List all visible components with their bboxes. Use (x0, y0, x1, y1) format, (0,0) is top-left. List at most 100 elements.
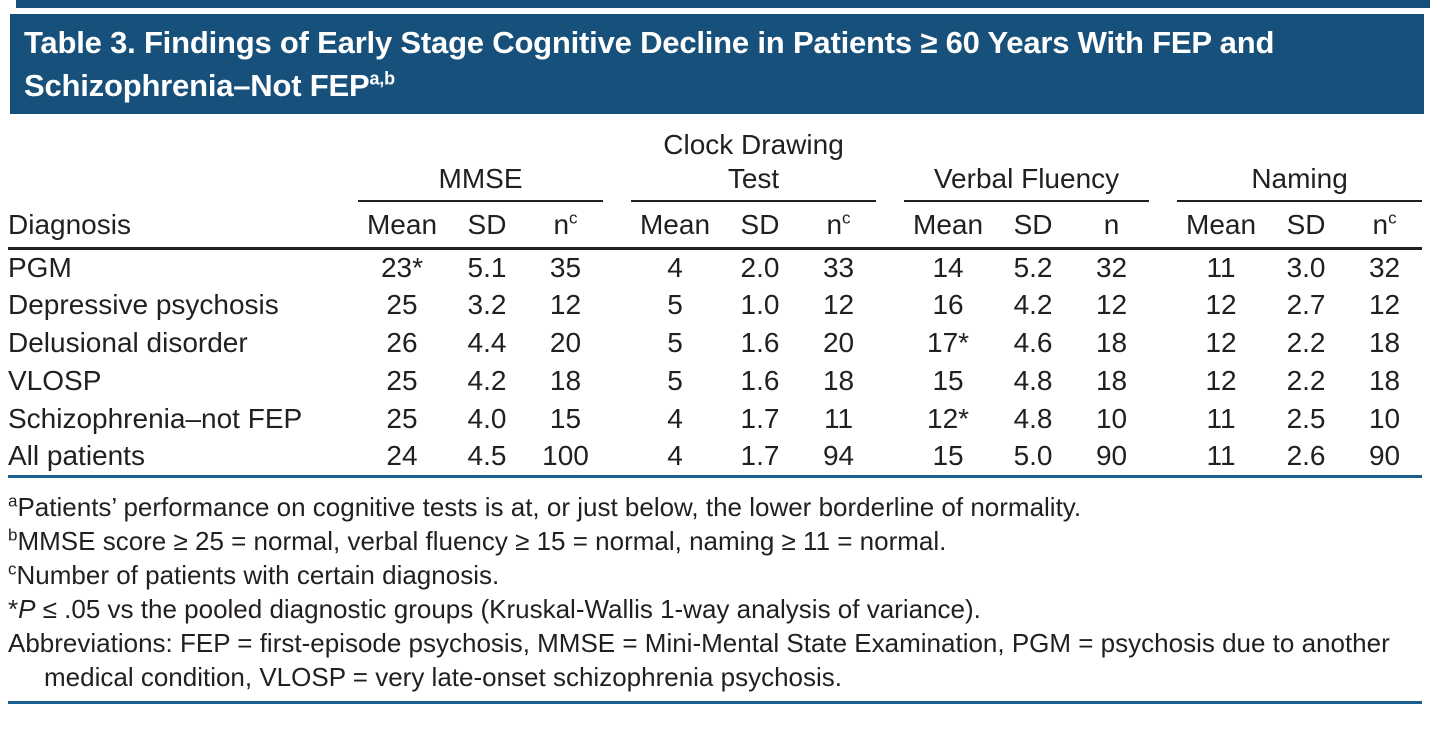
value-cell: 25 (386, 403, 418, 434)
value-cell: 32 (1095, 251, 1128, 283)
row-separator (876, 248, 904, 286)
value-cell: 1.7 (740, 403, 780, 434)
row-separator (876, 362, 904, 400)
value-cell: 1.0 (740, 289, 780, 320)
column-header: SD (992, 201, 1075, 250)
table-row: Delusional disorder 26 4.4 20 5 1.6 20 17* 4.6 18… (8, 324, 1422, 362)
table-row: Schizophrenia–not FEP 25 4.0 15 4 1.7 11 12* 4.8… (8, 400, 1422, 438)
value-cell: 4.5 (446, 438, 528, 478)
value-cell: 17* (927, 327, 970, 358)
footnote: *P ≤ .05 vs the pooled diagnostic groups… (8, 594, 981, 624)
value-cell: 11 (1206, 251, 1236, 283)
value-cell: 11 (1206, 403, 1236, 434)
value-cell: 18 (1095, 365, 1128, 396)
column-header: Mean (904, 201, 993, 250)
table-title-superscript: a,b (369, 68, 395, 89)
column-group-header: Naming (1177, 122, 1423, 202)
group-header-row: MMSE Clock Drawing Test Verbal Fluency Namin… (8, 122, 1423, 202)
column-header-superscript: c (569, 208, 578, 228)
diagnosis-cell: All patients (8, 438, 358, 478)
value-cell: 90 (1074, 438, 1150, 478)
value-cell: 18 (1368, 327, 1401, 358)
value-cell: 4.2 (1013, 289, 1053, 320)
row-separator (1149, 362, 1177, 400)
row-separator (876, 400, 904, 438)
footnotes: aPatients’ performance on cognitive test… (8, 490, 1422, 694)
table-row: Depressive psychosis 25 3.2 12 5 1.0 12 16 4.2 12… (8, 286, 1422, 324)
value-cell: 20 (549, 327, 582, 358)
column-header: n (1074, 201, 1150, 250)
value-cell: 4.8 (1013, 403, 1053, 434)
corner-cell (8, 122, 358, 201)
footnote-marker: b (8, 525, 18, 545)
value-cell: 5.0 (992, 438, 1075, 478)
column-header-row: Diagnosis Mean SD nc Mean SD nc Mean SD n Mean SD nc (8, 201, 1423, 250)
table-row: VLOSP 25 4.2 18 5 1.6 18 15 4.8 18 12 2.2 18 (8, 362, 1422, 400)
value-cell: 35 (549, 251, 582, 283)
column-header: Mean (631, 201, 719, 250)
value-cell: 33 (822, 251, 855, 283)
value-cell: 10 (1368, 403, 1401, 434)
row-separator (1149, 324, 1177, 362)
column-separator (603, 201, 631, 250)
diagnosis-column-header: Diagnosis (8, 201, 358, 250)
value-cell: 4 (631, 438, 719, 478)
row-separator (1149, 286, 1177, 324)
column-header-superscript: c (842, 208, 851, 228)
column-header: SD (719, 201, 801, 250)
table-title: Table 3. Findings of Early Stage Cogniti… (24, 21, 1406, 107)
table-title-bar: Table 3. Findings of Early Stage Cogniti… (10, 14, 1424, 114)
table-header: MMSE Clock Drawing Test Verbal Fluency Namin… (8, 122, 1423, 250)
row-separator (1149, 438, 1178, 478)
value-cell: 4 (667, 403, 683, 434)
column-header-superscript: c (1388, 208, 1397, 228)
column-header: Mean (358, 201, 446, 250)
column-header: SD (446, 201, 528, 250)
value-cell: 20 (822, 327, 855, 358)
table-container: MMSE Clock Drawing Test Verbal Fluency Namin… (8, 122, 1423, 478)
value-cell: 4.4 (467, 327, 507, 358)
table-row: PGM 23* 5.1 35 4 2.0 33 14 5.2 32 11 3.0 32 (8, 248, 1422, 286)
value-cell: 12 (822, 289, 855, 320)
column-header: SD (1265, 201, 1348, 250)
value-cell: 4.6 (1013, 327, 1053, 358)
row-separator (1149, 400, 1177, 438)
row-separator (876, 438, 905, 478)
value-cell: 3.2 (467, 289, 507, 320)
row-separator (876, 324, 904, 362)
value-cell: 2.7 (1286, 289, 1326, 320)
value-cell: 5 (667, 289, 683, 320)
value-cell: 15 (932, 365, 964, 396)
column-group-header: Verbal Fluency (904, 122, 1150, 202)
value-cell: 1.6 (740, 327, 780, 358)
value-cell: 18 (1095, 327, 1128, 358)
diagnosis-cell: Delusional disorder (8, 327, 248, 358)
value-cell: 18 (549, 365, 582, 396)
row-separator (603, 438, 631, 478)
value-cell: 11 (823, 403, 854, 434)
value-cell: 5 (667, 365, 683, 396)
value-cell: 90 (1347, 438, 1423, 478)
table-row: All patients 24 4.5 100 4 1.7 94 15 5.0 90 11 2.6 90 (8, 438, 1423, 478)
footnote-marker: c (8, 559, 17, 579)
value-cell: 12 (1205, 327, 1237, 358)
column-group-header: MMSE (358, 122, 603, 202)
column-header: nc (528, 201, 603, 250)
group-separator (876, 122, 904, 201)
value-cell: 2.6 (1265, 438, 1348, 478)
value-cell: 1.7 (719, 438, 801, 478)
column-header: nc (1347, 201, 1423, 250)
value-cell: 12 (1095, 289, 1128, 320)
column-header: Mean (1177, 201, 1266, 250)
value-cell: 12* (927, 403, 970, 434)
value-cell: 25 (386, 365, 418, 396)
row-separator (603, 248, 631, 286)
value-cell: 94 (801, 438, 877, 478)
value-cell: 4.8 (1013, 365, 1053, 396)
footnote-marker: a (8, 491, 18, 511)
row-separator (603, 400, 631, 438)
value-cell: 1.6 (740, 365, 780, 396)
value-cell: 5 (667, 327, 683, 358)
diagnosis-cell: VLOSP (8, 365, 102, 396)
value-cell: 4.2 (467, 365, 507, 396)
